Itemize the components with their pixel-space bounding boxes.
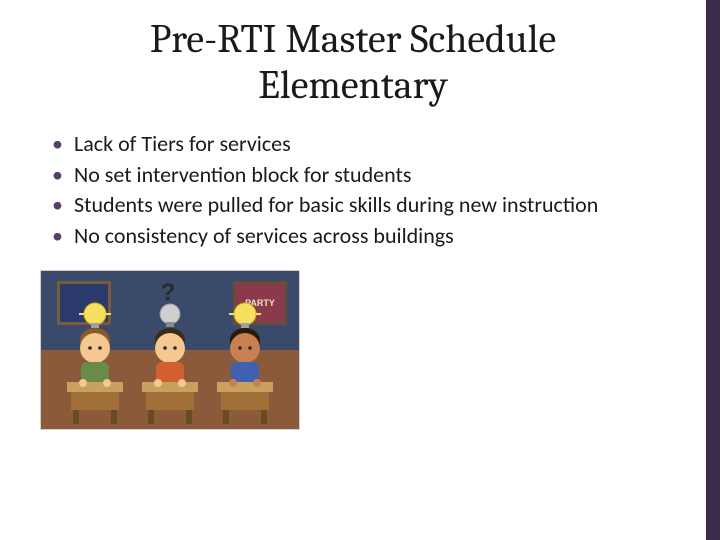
students-clipart: PARTY? [40, 270, 666, 430]
bullet-list: Lack of Tiers for services No set interv… [40, 130, 666, 250]
bullet-item: Students were pulled for basic skills du… [50, 191, 666, 220]
title-line-2: Elementary [258, 62, 447, 108]
slide-body: Pre-RTI Master Schedule Elementary Lack … [0, 0, 706, 430]
bullet-text: Students were pulled for basic skills du… [74, 191, 598, 218]
bullet-item: No consistency of services across buildi… [50, 222, 666, 251]
title-line-1: Pre-RTI Master Schedule [150, 16, 556, 62]
bullet-text: No consistency of services across buildi… [74, 222, 454, 249]
bullet-text: No set intervention block for students [74, 161, 411, 188]
bullet-text: Lack of Tiers for services [74, 130, 291, 157]
bullet-item: Lack of Tiers for services [50, 130, 666, 159]
svg-text:?: ? [161, 279, 176, 306]
slide-title: Pre-RTI Master Schedule Elementary [40, 16, 666, 108]
bullet-item: No set intervention block for students [50, 161, 666, 190]
accent-bar [706, 0, 720, 540]
